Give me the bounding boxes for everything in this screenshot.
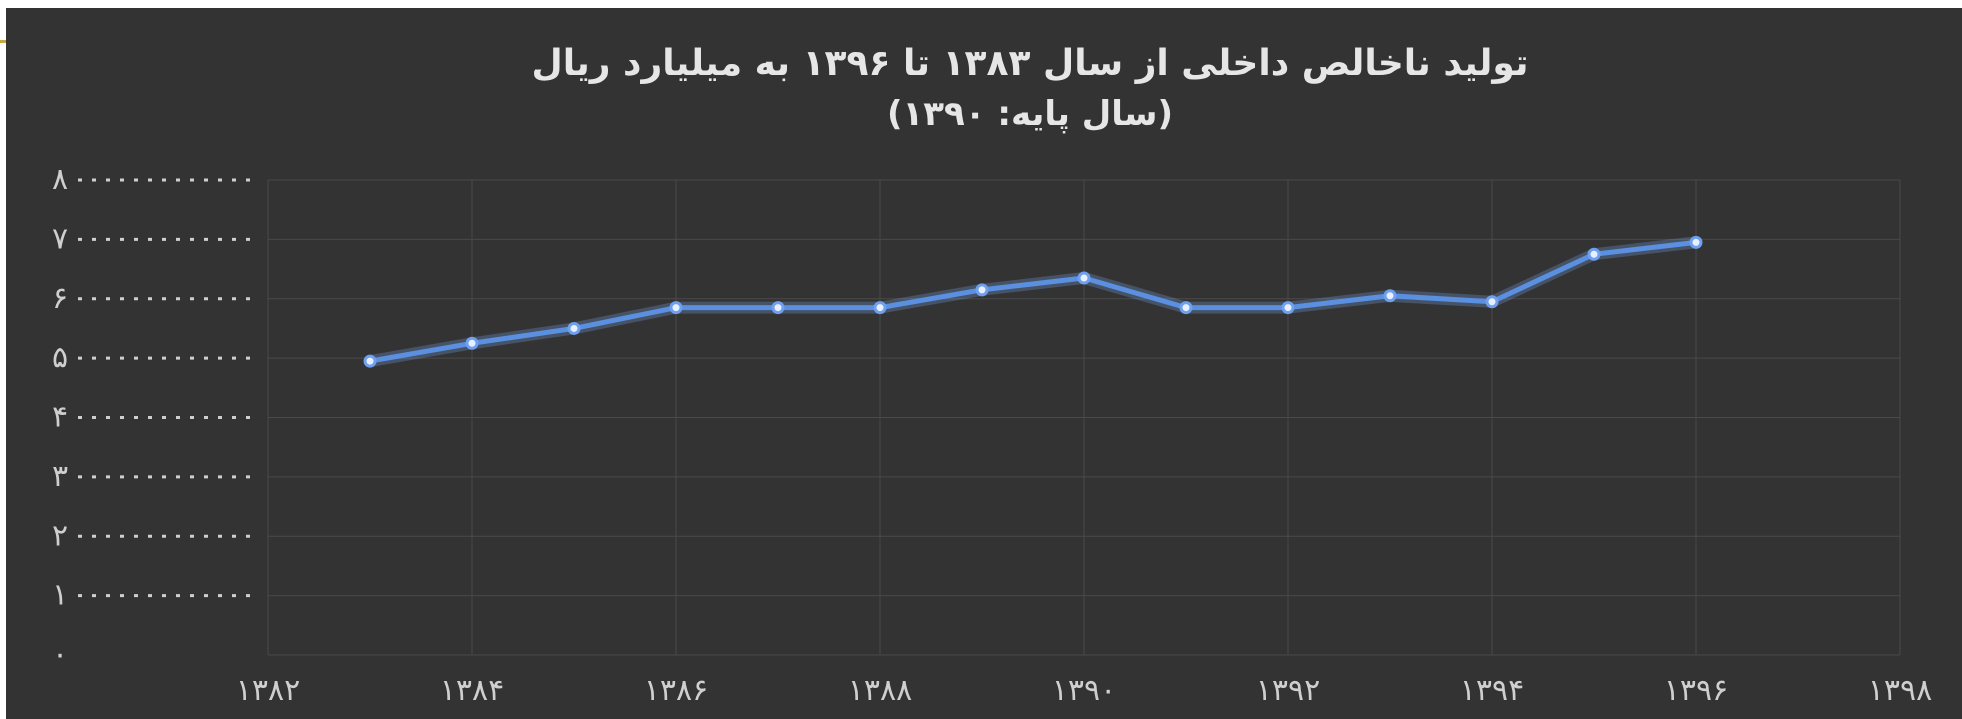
slide-accent-mark (0, 40, 6, 43)
data-point (873, 301, 887, 315)
x-tick-label: ۱۳۸۴ (440, 673, 504, 708)
y-tick-label: ۷ (52, 221, 68, 256)
data-point (771, 301, 785, 315)
x-tick-label: ۱۳۸۸ (848, 673, 912, 708)
x-axis: ۱۳۸۲ ۱۳۸۴ ۱۳۸۶ ۱۳۸۸ ۱۳۹۰ ۱۳۹۲ ۱۳۹۴ ۱۳۹۶ ۱۳۹۸ (236, 673, 1932, 708)
grid-lines (267, 179, 1901, 656)
data-point (1077, 271, 1091, 285)
chart-subtitle: (سال پایه: ۱۳۹۰) (887, 94, 1173, 134)
chart-panel (6, 8, 1962, 719)
x-tick-label: ۱۳۹۶ (1664, 673, 1728, 708)
data-point (975, 283, 989, 297)
x-tick-label: ۱۳۹۰ (1052, 673, 1116, 708)
data-point (1689, 235, 1703, 249)
y-tick-label: ۸ (52, 162, 68, 197)
data-point (1383, 289, 1397, 303)
y-tick-label: ۶ (52, 281, 68, 316)
y-tick-label: ۵ (52, 340, 68, 375)
y-tick-label: ۱ (52, 578, 68, 613)
data-point (1485, 295, 1499, 309)
data-point (567, 321, 581, 335)
x-tick-label: ۱۳۹۴ (1460, 673, 1524, 708)
series-line (369, 239, 1697, 364)
x-tick-label: ۱۳۹۸ (1868, 673, 1932, 708)
data-point (465, 336, 479, 350)
data-point (363, 354, 377, 368)
data-point (1587, 247, 1601, 261)
data-point (669, 301, 683, 315)
y-tick-label: ۰ (52, 637, 68, 672)
x-tick-label: ۱۳۸۲ (236, 673, 300, 708)
chart-title: تولید ناخالص داخلی از سال ۱۳۸۳ تا ۱۳۹۶ ب… (532, 43, 1529, 84)
x-tick-label: ۱۳۹۲ (1256, 673, 1320, 708)
x-tick-label: ۱۳۸۶ (644, 673, 708, 708)
data-point (1281, 301, 1295, 315)
data-point (1179, 301, 1193, 315)
y-tick-label: ۲ (52, 518, 68, 553)
y-axis: ۰ ۱ ۲ ۳ ۴ ۵ ۶ ۷ ۸ (52, 162, 258, 672)
series-layer (363, 235, 1703, 368)
y-tick-label: ۳ (52, 459, 68, 494)
y-tick-label: ۴ (52, 400, 68, 435)
